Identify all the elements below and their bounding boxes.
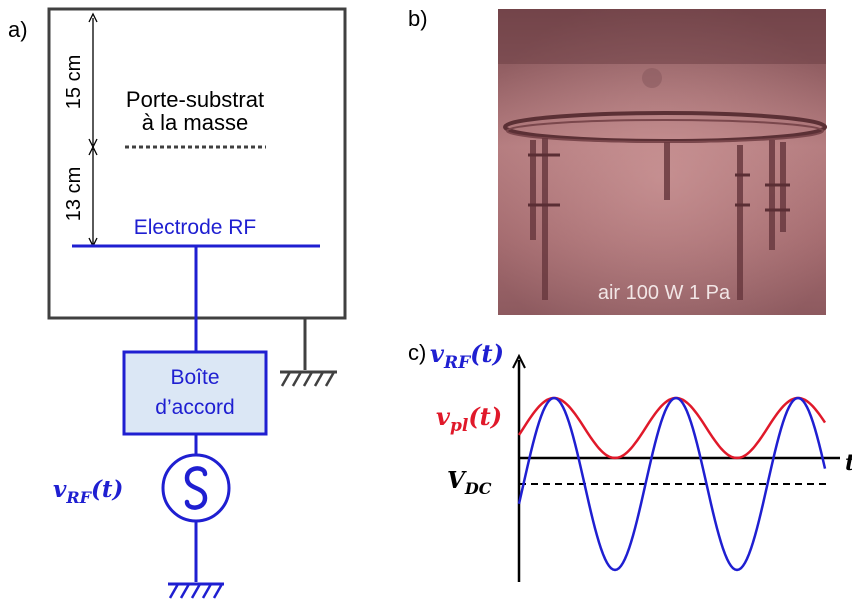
plasma-photo: air 100 W 1 Pa — [498, 9, 827, 315]
matching-box-line2: d’accord — [155, 396, 234, 419]
photo-caption: air 100 W 1 Pa — [598, 282, 731, 304]
vrf-waveform — [517, 396, 827, 572]
matching-box-line1: Boîte — [170, 366, 219, 389]
substrate-label-line2: à la masse — [142, 110, 248, 135]
panel-a: a) 15 cm 13 cm Porte-substrat à la masse… — [8, 7, 347, 599]
t-axis-label: t — [845, 450, 852, 476]
y-axis-arrow — [512, 353, 526, 369]
panel-b-label: b) — [408, 6, 428, 31]
panel-c-label: c) — [408, 340, 426, 365]
substrate-label-line1: Porte-substrat — [126, 87, 264, 112]
electrode-label: Electrode RF — [134, 216, 257, 239]
panel-a-label: a) — [8, 17, 28, 42]
panel-c: c) vRF(t) vpl(t) VDC t — [408, 339, 852, 582]
vdc-label: VDC — [447, 467, 492, 498]
dim-upper-label: 15 cm — [63, 55, 85, 109]
vrf-label: vRF(t) — [430, 339, 504, 373]
vpl-label: vpl(t) — [436, 402, 502, 436]
dim-lower-label: 13 cm — [63, 167, 85, 221]
panel-b: b) — [408, 6, 827, 315]
sine-source-icon — [184, 466, 208, 510]
vpl-waveform — [517, 396, 827, 460]
matching-box — [122, 350, 268, 436]
source-label: vRF(t) — [53, 476, 123, 507]
